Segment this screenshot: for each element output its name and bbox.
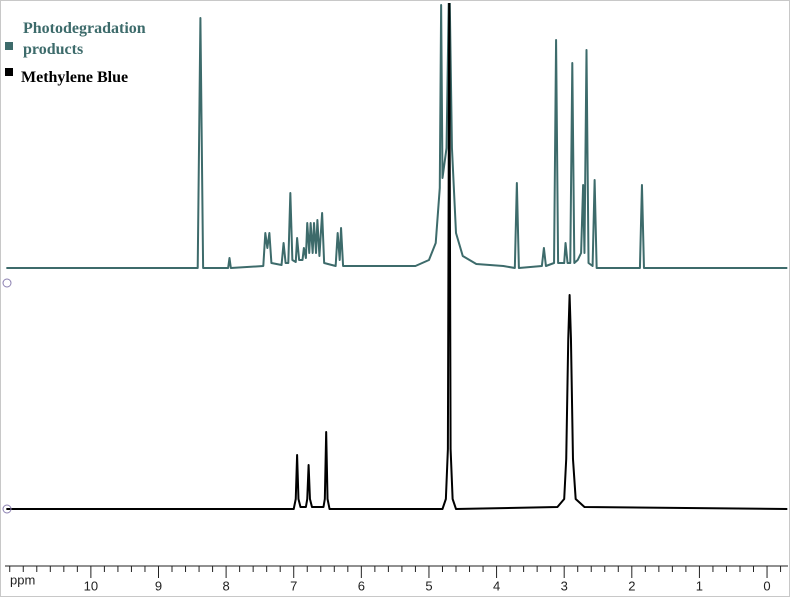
x-tick-label: 8	[222, 578, 229, 593]
x-tick-label: 6	[358, 578, 365, 593]
x-tick-label: 1	[696, 578, 703, 593]
x-tick-label: 3	[561, 578, 568, 593]
legend-label: Photodegradation products	[23, 20, 146, 58]
spectrum-line	[6, 3, 788, 269]
spectrum-line	[6, 3, 788, 510]
trace-marker	[2, 278, 12, 288]
x-tick-label: 9	[155, 578, 162, 593]
x-axis-label: ppm	[10, 572, 35, 587]
legend-label: Methylene Blue	[21, 69, 129, 86]
x-tick-label: 10	[84, 578, 98, 593]
x-tick-label: 5	[425, 578, 432, 593]
trace-marker	[2, 504, 12, 514]
plot-area	[6, 3, 788, 510]
legend-swatch	[5, 68, 13, 76]
x-tick-label: 2	[628, 578, 635, 593]
x-tick-label: 0	[763, 578, 770, 593]
legend-swatch	[5, 42, 13, 50]
x-tick-label: 4	[493, 578, 500, 593]
x-tick-label: 7	[290, 578, 297, 593]
